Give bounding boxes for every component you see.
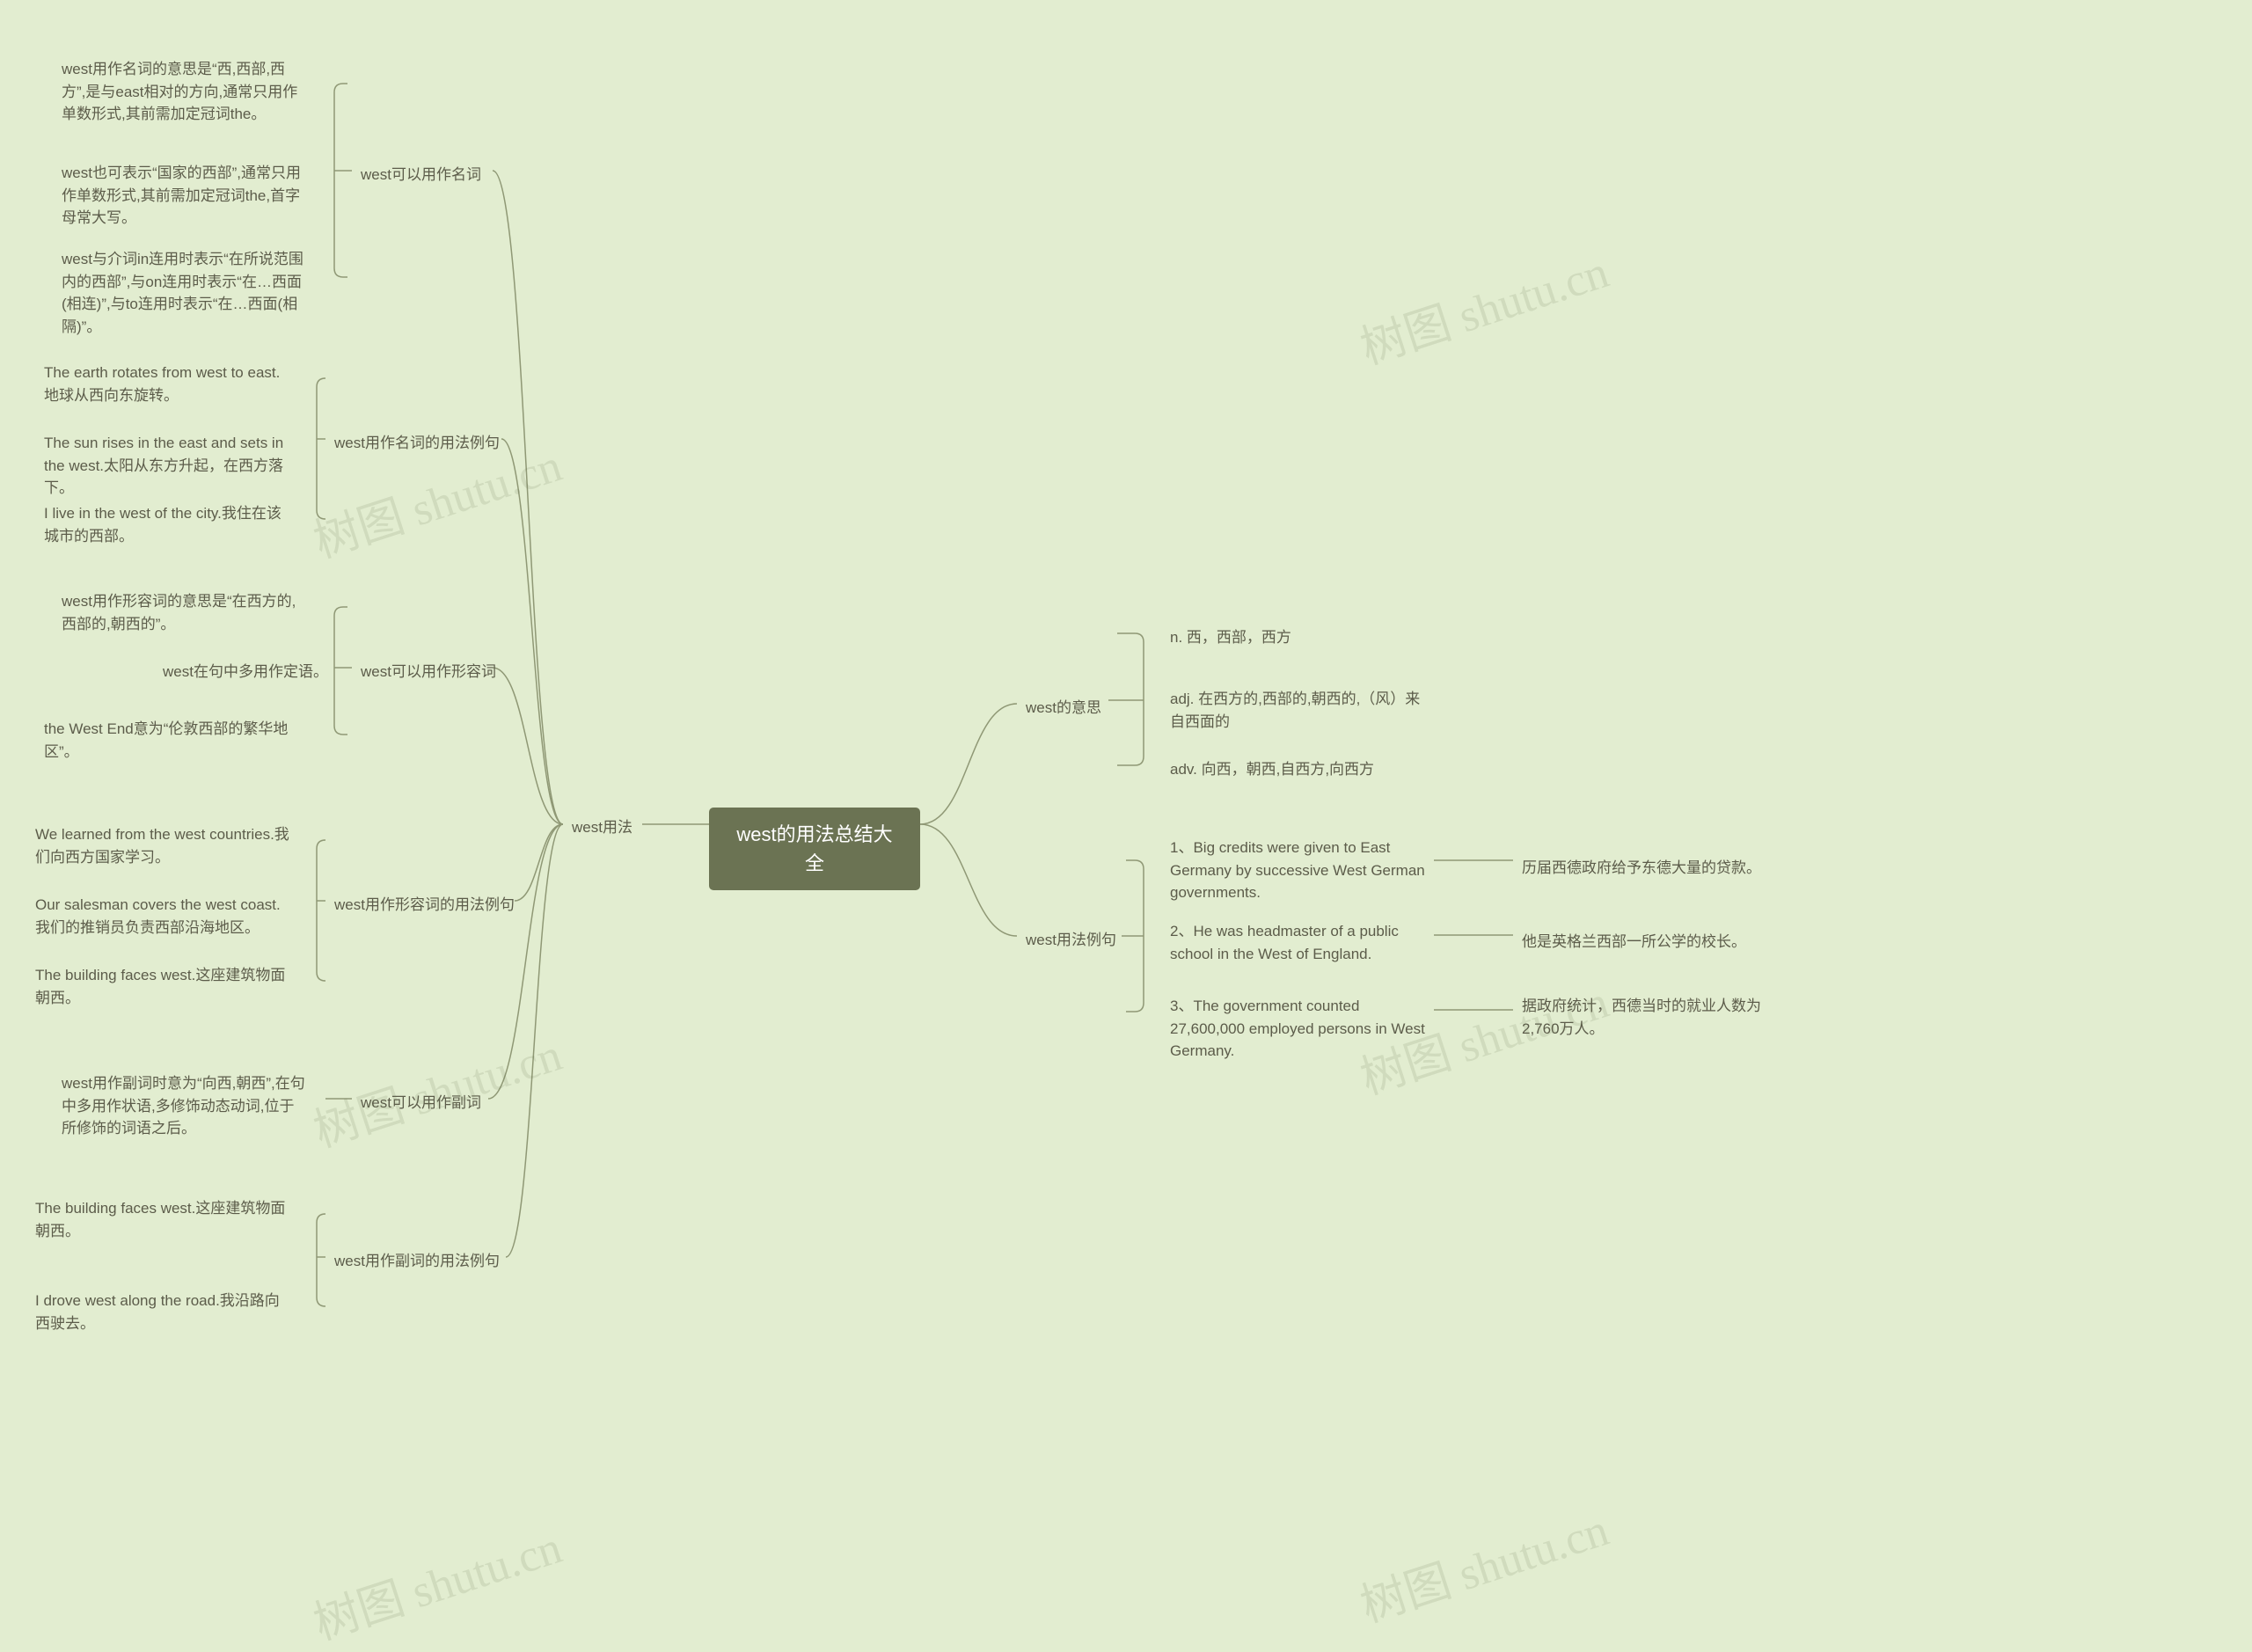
- left-leaf: west与介词in连用时表示“在所说范围内的西部”,与on连用时表示“在…西面(…: [53, 243, 317, 343]
- left-leaf: I live in the west of the city.我住在该城市的西部…: [35, 497, 299, 552]
- left-node: west可以用作名词: [352, 158, 490, 192]
- right-leaf: 1、Big credits were given to East Germany…: [1161, 831, 1434, 910]
- watermark: 树图 shutu.cn: [1351, 1493, 1616, 1634]
- right-leaf-extra: 历届西德政府给予东德大量的贷款。: [1513, 852, 1770, 885]
- left-leaf: The earth rotates from west to east.地球从西…: [35, 356, 299, 412]
- left-leaf: west用作名词的意思是“西,西部,西方”,是与east相对的方向,通常只用作单…: [53, 53, 317, 131]
- left-node: west用作形容词的用法例句: [325, 888, 523, 922]
- right-leaf: adj. 在西方的,西部的,朝西的,（风）来自西面的: [1161, 683, 1434, 738]
- right-leaf: adv. 向西，朝西,自西方,向西方: [1161, 753, 1383, 786]
- root-node: west的用法总结大全: [709, 808, 920, 890]
- left-leaf: west用作形容词的意思是“在西方的,西部的,朝西的”。: [53, 585, 317, 640]
- left-leaf: west用作副词时意为“向西,朝西”,在句中多用作状语,多修饰动态动词,位于所修…: [53, 1067, 317, 1145]
- left-node: west可以用作形容词: [352, 655, 505, 689]
- left-hub: west用法: [563, 811, 641, 844]
- left-leaf: The building faces west.这座建筑物面朝西。: [26, 959, 299, 1014]
- left-leaf: The building faces west.这座建筑物面朝西。: [26, 1192, 299, 1247]
- left-node: west用作名词的用法例句: [325, 427, 508, 460]
- left-leaf: west也可表示“国家的西部”,通常只用作单数形式,其前需加定冠词the,首字母…: [53, 157, 317, 235]
- right-leaf-extra: 他是英格兰西部一所公学的校长。: [1513, 925, 1755, 959]
- left-node: west用作副词的用法例句: [325, 1245, 508, 1278]
- connector-svg: [0, 0, 2252, 1649]
- watermark: 树图 shutu.cn: [1351, 235, 1616, 376]
- right-leaf: 2、He was headmaster of a public school i…: [1161, 915, 1434, 970]
- right-leaf: n. 西，西部，西方: [1161, 621, 1300, 654]
- left-leaf: Our salesman covers the west coast.我们的推销…: [26, 888, 299, 944]
- right-node: west的意思: [1017, 691, 1110, 725]
- left-leaf: The sun rises in the east and sets in th…: [35, 427, 299, 505]
- left-leaf: I drove west along the road.我沿路向西驶去。: [26, 1284, 299, 1340]
- left-leaf: west在句中多用作定语。: [154, 655, 337, 689]
- right-leaf: 3、The government counted 27,600,000 empl…: [1161, 990, 1434, 1068]
- watermark: 树图 shutu.cn: [304, 1510, 569, 1652]
- right-leaf-extra: 据政府统计，西德当时的就业人数为2,760万人。: [1513, 990, 1786, 1045]
- right-node: west用法例句: [1017, 924, 1125, 957]
- left-leaf: We learned from the west countries.我们向西方…: [26, 818, 299, 874]
- left-node: west可以用作副词: [352, 1086, 490, 1120]
- left-leaf: the West End意为“伦敦西部的繁华地区”。: [35, 713, 308, 768]
